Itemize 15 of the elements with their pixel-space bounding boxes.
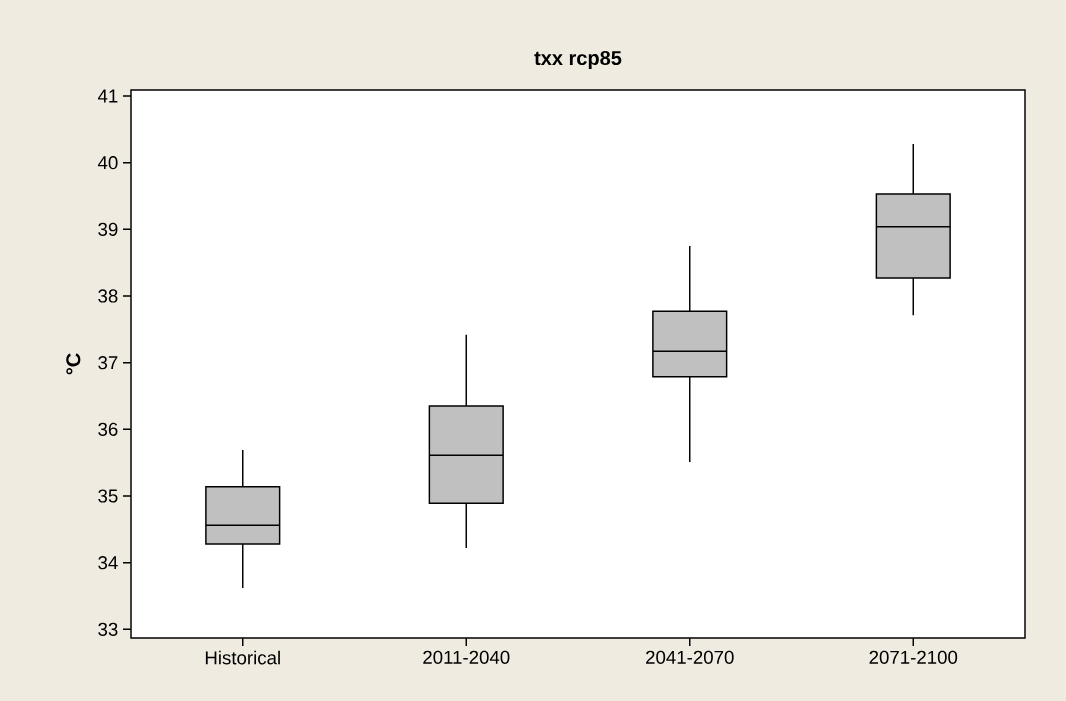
y-tick-label: 38: [98, 289, 118, 303]
y-tick-label: 41: [97, 89, 118, 103]
chart-title: txx rcp85: [534, 50, 622, 70]
y-axis-title: °C: [66, 353, 81, 375]
x-tick-label: 2071-2100: [869, 650, 958, 664]
y-tick-label: 33: [98, 622, 118, 636]
y-tick-label: 34: [98, 556, 118, 570]
x-tick-label: 2011-2040: [423, 650, 510, 664]
y-tick-label: 39: [98, 222, 118, 236]
y-tick-label: 35: [98, 489, 118, 503]
x-tick-label: Historical: [205, 650, 280, 665]
y-tick-label: 36: [98, 422, 118, 436]
y-tick-label: 37: [98, 356, 118, 370]
x-tick-label: 2041-2070: [646, 650, 734, 664]
y-tick-label: 40: [97, 156, 118, 170]
